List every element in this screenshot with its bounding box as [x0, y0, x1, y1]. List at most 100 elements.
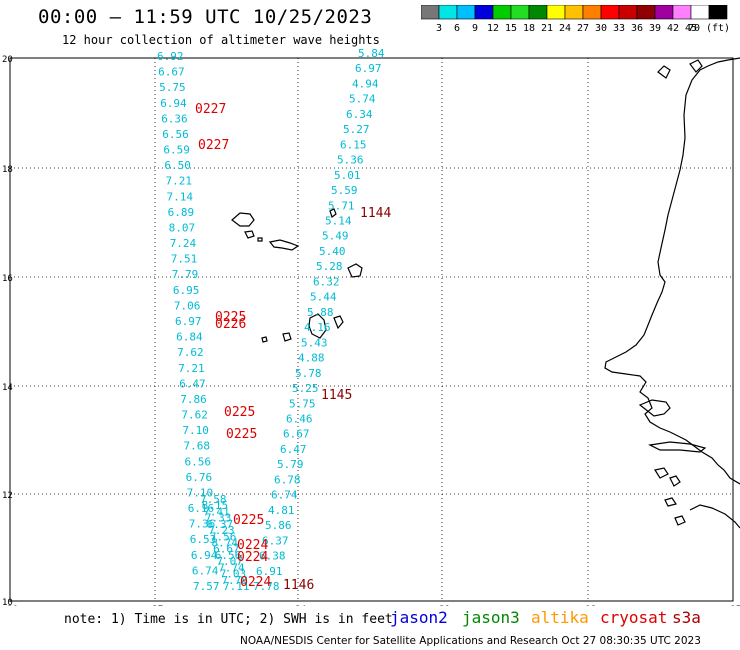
wave-height-value: 8.07: [169, 222, 196, 235]
pass-time-label: 0224: [240, 575, 271, 590]
wave-height-value: 7.62: [177, 346, 204, 359]
wave-height-value: 7.23: [208, 524, 235, 537]
pass-time-label: 0227: [195, 102, 226, 117]
wave-height-value: 5.27: [343, 123, 370, 136]
wave-height-value: 6.47: [179, 377, 206, 390]
wave-height-value: 6.38: [259, 550, 286, 563]
lat-tick-label: 12: [2, 491, 13, 501]
wave-height-value: 6.37: [262, 534, 289, 547]
wave-height-value: 6.91: [256, 565, 283, 578]
satellite-legend-item: s3a: [672, 608, 701, 627]
wave-height-value: 8.74: [212, 537, 239, 550]
wave-height-value: 7.33: [205, 512, 232, 525]
legend-label: 45: [685, 23, 697, 34]
altimeter-tracks: 6.92 6.67 5.75 6.94 6.36 6.56 6.59 6.50 7.21 7.14…: [157, 47, 385, 593]
wave-height-value: 6.97: [175, 315, 202, 328]
wave-height-value: 5.78: [295, 367, 322, 380]
lon-tick-label: −30: [2, 605, 18, 606]
lat-tick-label: 18: [2, 165, 13, 175]
island-brava: [261, 336, 268, 343]
wave-height-value: 7.68: [184, 440, 211, 453]
wave-height-value: 7.10: [182, 424, 209, 437]
wave-height-value: 7.58: [200, 493, 227, 506]
lat-tick-label: 10: [2, 598, 13, 606]
wave-height-value: 7.11: [223, 580, 250, 593]
lat-tick-label: 14: [2, 383, 13, 393]
island-santa-luzia: [257, 237, 263, 242]
island-sao-vicente: [244, 230, 255, 239]
wave-height-value: 6.67: [158, 66, 185, 79]
wave-height-value: 4.81: [268, 504, 295, 517]
wave-height-value: 6.59: [163, 144, 190, 157]
wave-height-value: 6.47: [280, 443, 307, 456]
wave-height-value: 4.88: [298, 352, 325, 365]
satellite-legend-item: altika: [531, 608, 589, 627]
wave-height-value: 7.21: [166, 175, 193, 188]
wave-height-value: 7.86: [180, 393, 207, 406]
legend-label: 42: [667, 23, 679, 34]
wave-height-value: 6.95: [173, 284, 200, 297]
wave-height-value: 5.84: [358, 47, 385, 60]
legend-label: 15: [505, 23, 517, 34]
legend-label: 24: [559, 23, 571, 34]
lat-tick-label: 20: [2, 55, 13, 65]
coast-guinea-islands: [664, 497, 677, 507]
wave-height-value: 7.41: [203, 505, 230, 518]
coast-los-islands: [674, 515, 686, 526]
wave-height-value: 5.01: [334, 169, 361, 182]
wave-height-value: 5.28: [316, 260, 343, 273]
lat-lon-grid: 20 18 16 14 12 10−30 −27 −24 −21 −18 −15: [2, 55, 740, 606]
wave-height-value: 6.16: [188, 502, 215, 515]
wave-height-value: 6.34: [346, 108, 373, 121]
wave-height-value: 5.79: [277, 458, 304, 471]
pass-time-label: 1145: [321, 388, 352, 403]
pass-time-label: 0225: [224, 405, 255, 420]
wave-height-value: 7.06: [174, 299, 201, 312]
legend-label: 33: [613, 23, 625, 34]
coast-sierra-leone: [689, 504, 740, 529]
lon-tick-label: −18: [580, 605, 596, 606]
wave-height-value: 7.07: [216, 555, 243, 568]
wave-height-value: 6.92: [157, 50, 184, 63]
wave-height-value: 6.36: [161, 112, 188, 125]
wave-height-value: 7.21: [178, 362, 205, 375]
legend-label: 30: [595, 23, 607, 34]
wave-height-value: 5.14: [325, 215, 352, 228]
legend-label: 9: [472, 23, 478, 34]
wave-height-value: 6.46: [286, 413, 313, 426]
wave-height-value: 7.78: [253, 580, 280, 593]
wave-height-value: 6.56: [162, 128, 189, 141]
time-labels: 0227022711440225022611450225022502250224…: [195, 102, 391, 593]
wave-height-value: 8.15: [202, 499, 229, 512]
wave-height-value: 6.89: [168, 206, 195, 219]
island-fogo: [282, 332, 292, 342]
wave-height-value: 5.43: [301, 336, 328, 349]
wave-height-value: 6.32: [313, 275, 340, 288]
coast-africa: [604, 57, 740, 485]
wave-height-value: 7.03: [220, 568, 247, 581]
wave-height-value: 7.78: [221, 574, 248, 587]
island-boa-vista: [347, 263, 363, 278]
satellite-legend-item: jason2: [390, 608, 448, 627]
satellite-legend-item: jason3: [462, 608, 520, 627]
wave-height-value: 5.75: [159, 81, 186, 94]
map-title: 00:00 — 11:59 UTC 10/25/2023: [38, 6, 373, 28]
wave-height-value: 6.67: [283, 428, 310, 441]
pass-time-label: 1144: [360, 206, 391, 221]
wave-height-value: 6.53: [190, 533, 217, 546]
wave-height-value: 7.51: [171, 253, 198, 266]
pass-time-label: 0225: [226, 427, 257, 442]
legend-label: 27: [577, 23, 589, 34]
legend-swatch: [708, 5, 728, 20]
island-santiago: [308, 313, 327, 339]
wave-height-value: 6.84: [176, 331, 203, 344]
wave-height-value: 5.86: [265, 519, 292, 532]
wave-height-value: 6.67: [213, 543, 240, 556]
wave-height-value: 5.49: [322, 230, 349, 243]
satellite-legend-item: cryosat: [600, 608, 668, 627]
island-maio: [333, 315, 344, 330]
legend-label: 39: [649, 23, 661, 34]
coast-canary: [657, 65, 671, 79]
wave-height-value: 6.56: [185, 455, 212, 468]
lon-tick-label: −21: [434, 605, 450, 606]
